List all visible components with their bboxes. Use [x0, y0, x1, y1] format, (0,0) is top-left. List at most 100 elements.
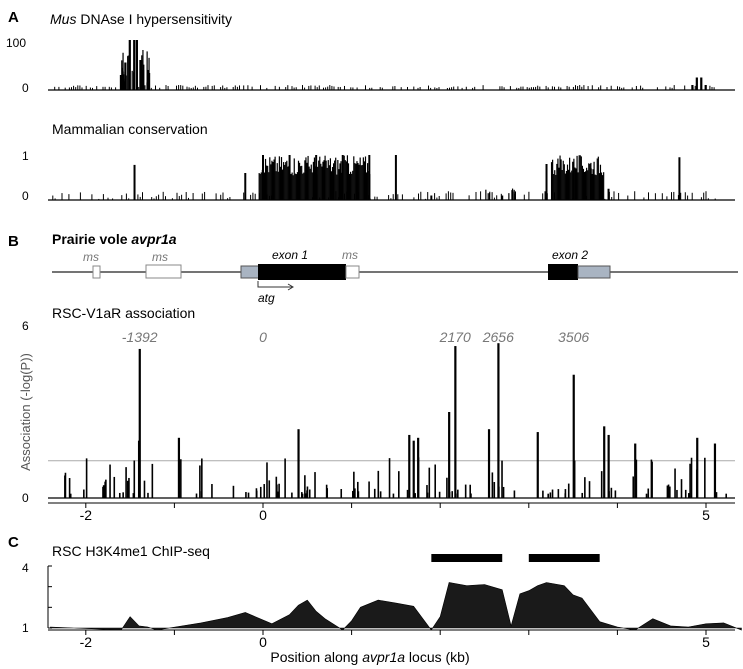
assoc-bar: [373, 488, 376, 498]
assoc-bar: [379, 491, 382, 498]
dnase-noise: [232, 87, 234, 90]
dnase-noise: [392, 86, 394, 90]
assoc-bar: [610, 487, 613, 498]
dnase-noise: [457, 86, 459, 90]
conservation-block: [342, 161, 344, 200]
assoc-bar: [85, 458, 88, 498]
conservation-noise: [700, 197, 702, 200]
assoc-bar: [588, 481, 591, 498]
conservation-block: [586, 167, 588, 200]
conservation-block: [364, 156, 367, 200]
assoc-bar: [715, 492, 718, 498]
dnase-noise: [220, 87, 222, 90]
conservation-track: [48, 155, 735, 201]
conservation-block: [550, 162, 553, 200]
conservation-block: [572, 173, 574, 200]
conservation-noise: [496, 195, 498, 200]
conservation-noise: [171, 198, 173, 200]
x-tick-label: -2: [80, 507, 93, 523]
dnase-noise: [623, 87, 625, 90]
conservation-block: [591, 173, 593, 200]
dnase-noise: [243, 85, 245, 90]
x-tick-label: -2: [80, 634, 93, 650]
conservation-block: [589, 163, 591, 200]
conservation-peak: [430, 195, 433, 200]
dnase-noise: [520, 86, 522, 90]
assoc-bar: [276, 484, 278, 498]
dnase-noise: [339, 86, 341, 90]
assoc-bar: [688, 493, 690, 498]
dnase-noise: [482, 85, 484, 90]
dnase-noise: [89, 87, 91, 90]
conservation-block: [261, 169, 263, 200]
conservation-block: [564, 173, 566, 200]
conservation-noise: [401, 194, 403, 200]
dnase-noise: [224, 87, 226, 90]
conservation-block: [271, 160, 273, 200]
dnase-noise: [165, 85, 167, 90]
conservation-noise: [424, 198, 426, 200]
dnase-noise: [547, 87, 549, 90]
conservation-block: [312, 161, 314, 200]
conservation-noise: [434, 193, 436, 200]
conservation-peak: [394, 155, 397, 200]
conservation-noise: [222, 192, 224, 200]
assoc-bar: [584, 477, 586, 498]
assoc-bar: [493, 482, 496, 498]
assoc-bar: [451, 491, 454, 498]
conservation-block: [275, 171, 277, 200]
assoc-bar: [103, 486, 105, 498]
dnase-noise: [642, 87, 644, 90]
exon-2-label: exon 2: [552, 248, 588, 262]
conservation-block: [595, 175, 597, 200]
assoc-bar: [83, 489, 85, 498]
dnase-noise: [434, 87, 436, 90]
dnase-peak-fill: [143, 64, 145, 90]
conservation-block: [581, 165, 583, 200]
dnase-peak: [119, 75, 123, 90]
conservation-noise: [687, 195, 689, 200]
conservation-block: [569, 157, 571, 200]
chip-title: RSC H3K4me1 ChIP-seq: [52, 543, 210, 559]
assoc-peak: [138, 348, 141, 498]
assoc-bar: [126, 480, 129, 498]
assoc-title: RSC-V1aR association: [52, 305, 195, 321]
assoc-bar: [64, 472, 67, 498]
dnase-noise: [583, 85, 585, 90]
assoc-bar: [428, 467, 431, 498]
assoc-bar: [147, 492, 149, 498]
dnase-noise: [518, 87, 520, 90]
dnase-track: [48, 40, 735, 91]
conservation-block: [365, 172, 368, 200]
conservation-noise: [523, 194, 525, 200]
dnase-noise: [75, 87, 77, 90]
dnase-noise: [446, 87, 448, 90]
conservation-block: [354, 163, 356, 200]
conservation-block: [331, 167, 334, 200]
dnase-noise: [568, 86, 570, 90]
dnase-noise: [239, 85, 240, 90]
conservation-noise: [374, 196, 376, 200]
assoc-ylabel: Association (-log(P)): [18, 353, 33, 471]
conservation-block: [294, 173, 296, 200]
dnase-noise: [110, 87, 112, 90]
x-axis-label: Position along avpr1a locus (kb): [270, 649, 469, 665]
dnase-noise: [522, 86, 524, 90]
assoc-bar: [291, 492, 293, 498]
conservation-block: [293, 158, 295, 200]
assoc-peak: [487, 429, 491, 498]
dnase-noise: [417, 87, 419, 90]
conservation-block: [285, 162, 287, 200]
assoc-bar: [491, 472, 494, 498]
dnase-noise: [350, 87, 352, 90]
dnase-noise: [96, 86, 98, 90]
conservation-noise: [528, 191, 530, 200]
conservation-block: [306, 162, 308, 200]
conservation-block: [558, 167, 560, 200]
dnase-noise: [186, 86, 188, 90]
assoc-annotation: 0: [259, 329, 267, 345]
dnase-noise: [176, 85, 177, 90]
atg-arrowhead-icon: [287, 283, 294, 291]
dnase-noise: [194, 85, 196, 90]
dnase-noise: [579, 85, 581, 90]
